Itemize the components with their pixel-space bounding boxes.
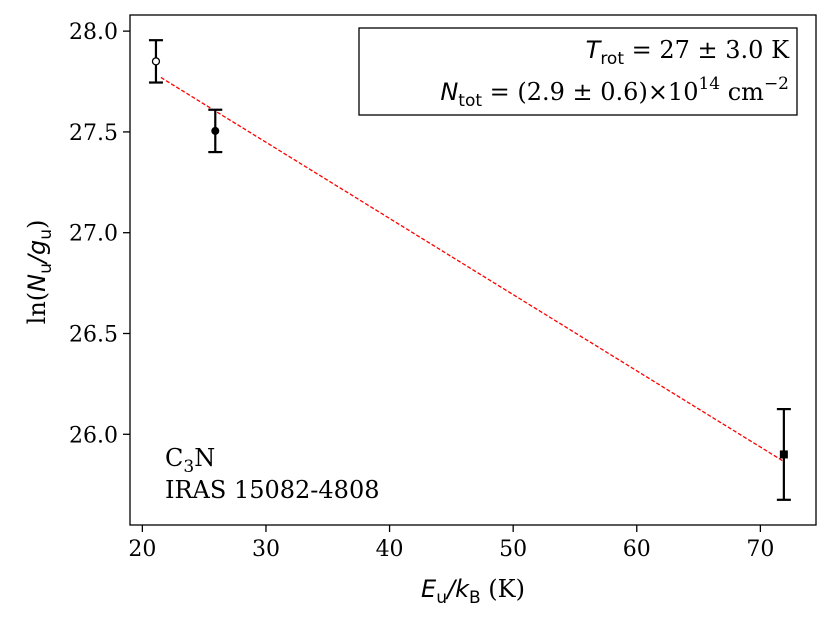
y-tick-label: 26.5 (69, 322, 118, 347)
fit-line (160, 76, 785, 463)
y-axis-label: ln(Nu/gu) (23, 220, 56, 325)
x-label-sub-b: B (469, 588, 481, 608)
x-label-k: k (455, 575, 470, 603)
x-tick-label: 30 (252, 537, 280, 562)
x-tick-label: 70 (746, 537, 774, 562)
legend-n-unit: cm (720, 78, 764, 106)
x-tick-label: 50 (499, 537, 527, 562)
x-tick-label: 20 (128, 537, 156, 562)
legend-n-exponent: 14 (698, 74, 720, 94)
annotation-molecule-n: N (194, 444, 215, 472)
y-tick-label: 26.0 (69, 423, 118, 448)
y-label-slash: / (23, 252, 51, 265)
legend-t-subscript: rot (600, 49, 624, 69)
y-tick-label: 28.0 (69, 20, 118, 45)
x-label-unit: (K) (481, 575, 525, 603)
x-label-slash: / (445, 575, 458, 603)
y-tick-label: 27.5 (69, 121, 118, 146)
y-label-g: g (23, 240, 51, 255)
legend-n-symbol: N (440, 78, 458, 106)
data-point-circle (211, 126, 220, 135)
annotation-molecule: C3N (165, 444, 215, 477)
y-label-ln: ln( (23, 292, 51, 325)
legend-line-temperature: Trot = 27 ± 3.0 K (586, 36, 790, 69)
y-axis-ticks: 26.0 26.5 27.0 27.5 28.0 (69, 20, 130, 448)
x-label-e: E (421, 575, 437, 603)
y-tick-label: 27.0 (69, 222, 118, 247)
x-axis-label: Eu/kB (K) (421, 575, 525, 608)
legend-n-value: = (2.9 ± 0.6)×10 (482, 78, 698, 106)
annotation-molecule-subscript: 3 (183, 457, 194, 477)
x-tick-label: 40 (376, 537, 404, 562)
legend-t-symbol: T (586, 36, 603, 64)
legend-t-value: = 27 ± 3.0 K (624, 36, 790, 64)
x-label-sub-u: u (436, 588, 447, 608)
x-axis-ticks: 20 30 40 50 60 70 (128, 525, 774, 562)
x-tick-label: 60 (623, 537, 651, 562)
legend-box (358, 27, 798, 116)
legend-n-subscript: tot (458, 91, 482, 111)
y-label-close: ) (23, 220, 51, 229)
y-label-sub-u1: u (36, 263, 56, 274)
plot-area-frame (129, 14, 817, 526)
data-point-square (779, 450, 788, 459)
legend-line-column-density: Ntot = (2.9 ± 0.6)×1014 cm−2 (440, 74, 789, 111)
legend-n-unit-exponent: −2 (764, 74, 789, 94)
y-label-n: N (23, 274, 51, 292)
annotation-molecule-c: C (165, 444, 183, 472)
annotation-source: IRAS 15082-4808 (165, 476, 380, 504)
data-point-open-circle (151, 57, 161, 66)
data-points (148, 39, 791, 501)
y-label-sub-u2: u (36, 229, 56, 240)
